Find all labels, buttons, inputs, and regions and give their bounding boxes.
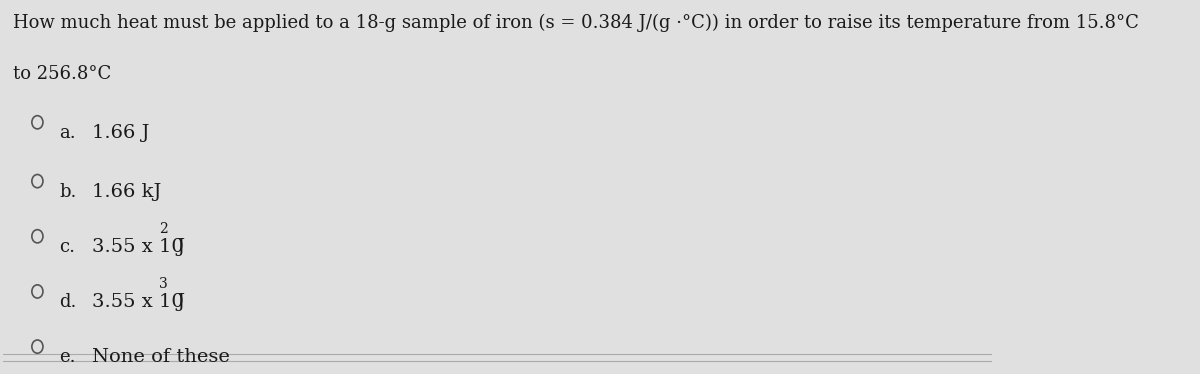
Text: J: J: [170, 293, 185, 311]
Text: d.: d.: [59, 293, 77, 311]
Text: to 256.8°C: to 256.8°C: [13, 65, 110, 83]
Text: b.: b.: [59, 183, 77, 201]
Text: 3: 3: [160, 277, 168, 291]
Text: c.: c.: [59, 238, 76, 256]
Text: How much heat must be applied to a 18-g sample of iron (s = 0.384 J/(g ·°C)) in : How much heat must be applied to a 18-g …: [13, 14, 1139, 32]
Text: 3.55 x 10: 3.55 x 10: [92, 293, 184, 311]
Text: a.: a.: [59, 124, 76, 142]
Text: e.: e.: [59, 349, 76, 367]
Text: 2: 2: [160, 221, 168, 236]
Text: 1.66 J: 1.66 J: [92, 124, 149, 142]
Text: 1.66 kJ: 1.66 kJ: [92, 183, 161, 201]
Text: None of these: None of these: [92, 349, 229, 367]
Text: 3.55 x 10: 3.55 x 10: [92, 238, 184, 256]
Text: J: J: [170, 238, 185, 256]
